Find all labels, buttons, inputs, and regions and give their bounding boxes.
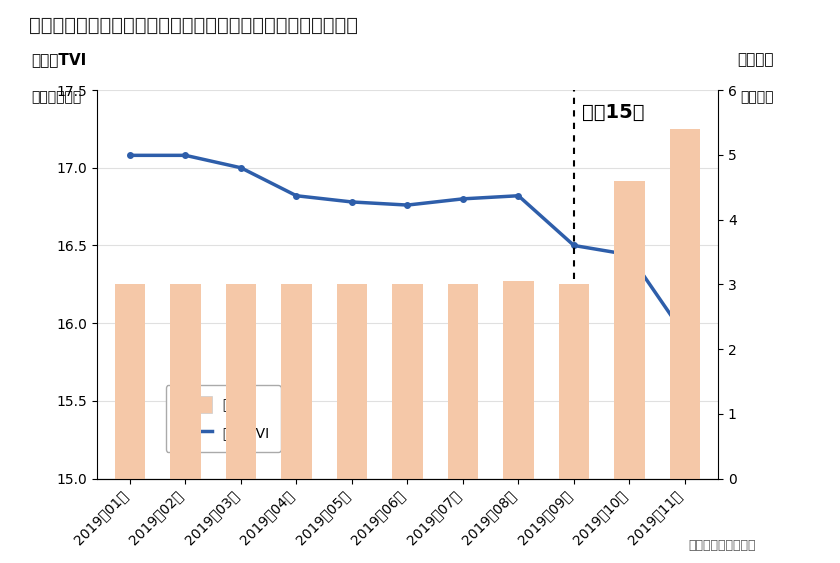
Bar <box>114 284 145 479</box>
Text: 空室率TVI: 空室率TVI <box>31 52 87 67</box>
Bar <box>669 129 701 479</box>
Text: 分析：株式会社タス: 分析：株式会社タス <box>689 539 756 552</box>
Text: 募集期間: 募集期間 <box>738 52 774 67</box>
空室率TVI <box>402 202 412 208</box>
空室率TVI <box>347 199 357 205</box>
Legend: 募集期間, 空室率TVI: 募集期間, 空室率TVI <box>165 385 281 452</box>
空室率TVI <box>291 193 302 199</box>
Line: 空室率TVI: 空室率TVI <box>127 153 688 338</box>
Bar <box>448 284 478 479</box>
空室率TVI <box>624 252 634 258</box>
空室率TVI <box>513 193 523 199</box>
空室率TVI <box>569 242 579 249</box>
Bar <box>281 284 312 479</box>
空室率TVI <box>181 152 191 159</box>
Text: （ヶ月）: （ヶ月） <box>741 90 774 104</box>
空室率TVI <box>125 152 135 159</box>
Bar <box>392 284 423 479</box>
Bar <box>171 284 201 479</box>
Text: 図　賃貸型応急住宅の供与が千葉県賃貸住宅市場に与えた影響: 図 賃貸型応急住宅の供与が千葉県賃貸住宅市場に与えた影響 <box>29 16 359 35</box>
Bar <box>614 181 644 479</box>
Bar <box>503 281 533 479</box>
空室率TVI <box>680 332 690 339</box>
Bar <box>559 284 589 479</box>
Bar <box>226 284 256 479</box>
Text: 台風15号: 台風15号 <box>582 102 645 122</box>
空室率TVI <box>458 195 468 202</box>
Bar <box>337 284 367 479</box>
Text: （ポイント）: （ポイント） <box>31 90 81 104</box>
空室率TVI <box>236 164 246 171</box>
